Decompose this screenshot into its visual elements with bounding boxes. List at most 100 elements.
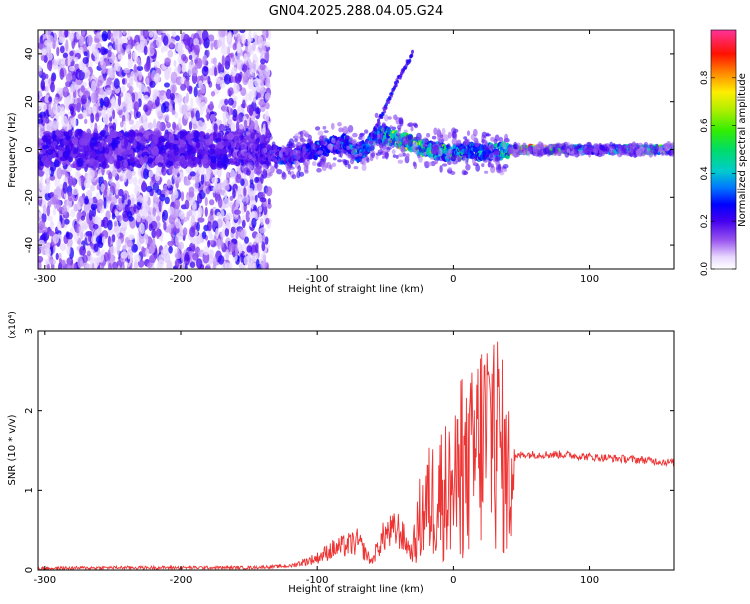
ridge-halo-speck: [364, 129, 369, 134]
noise-speck: [61, 115, 68, 128]
noise-speck: [38, 118, 44, 124]
noise-band-speck: [115, 132, 123, 137]
noise-speck: [254, 243, 259, 254]
noise-speck: [71, 188, 79, 196]
noise-speck: [42, 204, 47, 215]
noise-speck: [165, 114, 170, 122]
noise-speck: [175, 258, 180, 269]
noise-speck: [178, 229, 184, 241]
noise-speck: [232, 56, 235, 63]
noise-speck: [103, 72, 107, 81]
noise-band-speck: [174, 155, 181, 162]
noise-speck: [194, 172, 200, 184]
noise-speck: [175, 218, 181, 229]
noise-speck: [170, 231, 175, 238]
noise-speck: [260, 252, 267, 261]
noise-band-speck: [57, 130, 64, 140]
noise-speck: [160, 30, 168, 34]
noise-speck: [107, 220, 113, 231]
noise-speck: [117, 41, 121, 52]
noise-speck: [156, 120, 162, 132]
noise-speck: [210, 208, 214, 216]
noise-speck: [156, 166, 160, 173]
noise-speck: [109, 245, 117, 256]
noise-speck: [157, 30, 162, 36]
noise-band-speck: [203, 154, 209, 164]
noise-speck: [109, 182, 117, 194]
noise-speck: [67, 56, 71, 67]
noise-speck: [96, 184, 101, 191]
noise-band-speck: [223, 156, 230, 165]
noise-speck: [260, 259, 267, 269]
noise-speck: [131, 243, 138, 253]
noise-band-speck: [166, 160, 174, 167]
noise-speck: [169, 42, 174, 49]
noise-speck: [55, 252, 59, 261]
noise-speck: [149, 80, 156, 88]
noise-speck: [247, 38, 252, 50]
noise-speck: [210, 114, 216, 122]
noise-speck: [44, 192, 51, 201]
noise-speck: [38, 239, 45, 247]
noise-speck: [93, 49, 100, 57]
noise-speck: [78, 69, 85, 81]
noise-speck: [207, 75, 211, 85]
noise-speck: [61, 259, 66, 267]
noise-speck: [46, 205, 51, 217]
noise-speck: [247, 187, 254, 197]
noise-speck: [233, 209, 241, 215]
noise-speck: [95, 192, 101, 201]
noise-band-speck: [173, 163, 179, 169]
noise-speck: [236, 114, 242, 124]
noise-speck: [39, 89, 43, 100]
noise-speck: [156, 36, 162, 48]
noise-speck: [48, 96, 52, 103]
noise-speck: [210, 42, 214, 51]
noise-speck: [193, 44, 200, 56]
noise-speck: [225, 212, 233, 220]
noise-speck: [127, 251, 131, 260]
noise-speck: [242, 75, 249, 86]
noise-speck: [225, 171, 231, 182]
noise-speck: [111, 213, 116, 220]
noise-speck: [117, 265, 121, 269]
noise-speck: [224, 262, 232, 269]
noise-speck: [144, 62, 151, 72]
noise-speck: [127, 30, 131, 41]
noise-speck: [44, 168, 51, 176]
noise-speck: [133, 72, 138, 82]
noise-speck: [46, 179, 51, 190]
noise-speck: [66, 245, 71, 256]
noise-band-speck: [228, 157, 234, 164]
noise-speck: [56, 200, 62, 212]
figure-title: GN04.2025.288.04.05.G24: [269, 4, 444, 19]
noise-speck: [230, 108, 234, 115]
noise-band-speck: [80, 153, 86, 160]
noise-speck: [101, 30, 108, 42]
noise-speck: [172, 121, 177, 131]
noise-speck: [212, 169, 218, 176]
noise-band-speck: [132, 140, 137, 149]
noise-speck: [214, 66, 217, 77]
noise-speck: [227, 97, 234, 106]
noise-speck: [153, 60, 160, 68]
noise-speck: [224, 55, 231, 66]
noise-speck: [217, 182, 225, 190]
noise-speck: [120, 85, 126, 94]
noise-speck: [258, 100, 264, 106]
noise-speck: [77, 113, 84, 120]
noise-speck: [236, 41, 241, 53]
noise-speck: [224, 185, 230, 191]
noise-speck: [186, 111, 192, 119]
noise-speck: [212, 263, 217, 269]
noise-speck: [183, 33, 190, 46]
noise-speck: [232, 95, 238, 102]
noise-speck: [49, 230, 55, 237]
noise-speck: [129, 86, 134, 93]
noise-speck: [219, 72, 224, 78]
ridge-halo-speck: [294, 138, 298, 143]
noise-speck: [175, 252, 181, 259]
noise-speck: [45, 82, 50, 93]
noise-speck: [51, 120, 59, 129]
noise-speck: [120, 251, 128, 259]
